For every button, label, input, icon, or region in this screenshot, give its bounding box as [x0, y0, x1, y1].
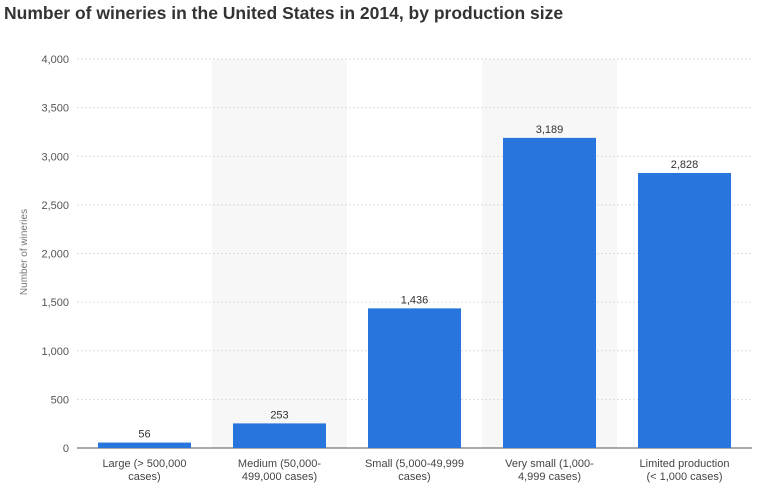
y-axis-ticks: 0 500 1,000 1,500 2,000 2,500 3,000 3,500 4,000	[41, 54, 69, 455]
y-tick-label: 0	[63, 443, 69, 455]
category-label: 499,000 cases)	[242, 471, 317, 483]
chart-title: Number of wineries in the United States …	[4, 3, 564, 23]
data-label: 56	[138, 429, 150, 441]
y-tick-label: 2,000	[41, 249, 69, 261]
data-labels: 56 253 1,436 3,189 2,828	[138, 124, 698, 441]
y-axis-label: Number of wineries	[19, 209, 30, 295]
category-label: Large (> 500,000	[102, 458, 186, 470]
bar[interactable]	[98, 442, 191, 448]
category-label: 4,999 cases)	[518, 471, 581, 483]
category-label: cases)	[128, 471, 160, 483]
bar[interactable]	[233, 423, 326, 448]
category-label: (< 1,000 cases)	[646, 471, 722, 483]
data-label: 1,436	[401, 294, 429, 306]
data-label: 253	[270, 409, 288, 421]
bar[interactable]	[368, 308, 461, 448]
data-label: 3,189	[536, 124, 564, 136]
category-label: Medium (50,000-	[238, 458, 321, 470]
y-tick-label: 2,500	[41, 200, 69, 212]
y-tick-label: 3,000	[41, 151, 69, 163]
data-label: 2,828	[671, 159, 699, 171]
category-label: Very small (1,000-	[505, 458, 594, 470]
bar[interactable]	[503, 137, 596, 448]
y-tick-label: 3,500	[41, 103, 69, 115]
category-label: cases)	[398, 471, 430, 483]
y-tick-label: 1,000	[41, 346, 69, 358]
y-tick-label: 1,500	[41, 297, 69, 309]
y-tick-label: 500	[51, 394, 69, 406]
category-label: Small (5,000-49,999	[365, 458, 464, 470]
bar[interactable]	[638, 172, 731, 449]
y-tick-label: 4,000	[41, 54, 69, 66]
category-label: Limited production	[640, 458, 730, 470]
bars	[98, 137, 731, 449]
